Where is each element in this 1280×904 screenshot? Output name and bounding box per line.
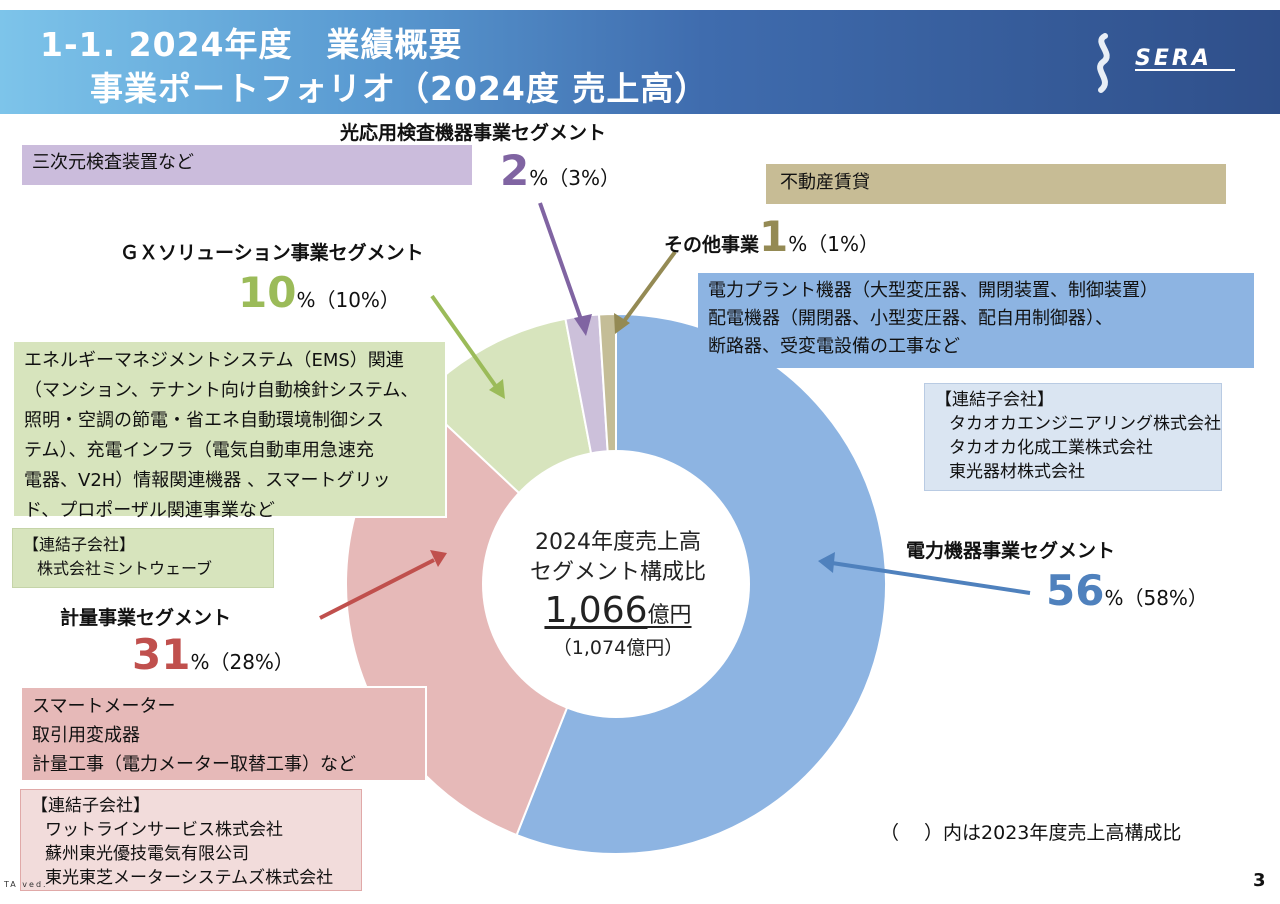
optical-prev-pct: （3%） <box>548 166 620 190</box>
other-segment-label: その他事業 <box>664 234 760 256</box>
optical-pct-sign: % <box>529 166 549 190</box>
page-number: 3 <box>1253 870 1266 891</box>
metering-subsidiary: 東光東芝メーターシステムズ株式会社 <box>45 868 334 888</box>
power-pct-value: 56 <box>1046 566 1105 615</box>
other-prev-pct: （1%） <box>807 232 879 256</box>
power-prev-pct: （58%） <box>1123 586 1208 610</box>
gx-desc-line: ド、プロポーザル関連事業など <box>24 500 275 521</box>
gx-desc-line: 電器、V2H）情報関連機器 、スマートグリッ <box>24 470 391 491</box>
metering-subsidiary: ワットラインサービス株式会社 <box>45 820 283 840</box>
gx-pct-sign: % <box>296 288 316 312</box>
gx-prev-pct: （10%） <box>315 288 400 312</box>
metering-segment-label: 計量事業セグメント <box>60 607 232 629</box>
metering-pct-sign: % <box>190 650 210 674</box>
other-pct-sign: % <box>788 232 808 256</box>
optical-segment-label: 光応用検査機器事業セグメント <box>340 122 607 144</box>
page-subtitle: 事業ポートフォリオ（2024度 売上高） <box>90 69 709 108</box>
logo-mark-icon <box>1097 33 1235 93</box>
power-pct-sign: % <box>1104 586 1124 610</box>
power-subsidiary: タカオカ化成工業株式会社 <box>949 438 1153 458</box>
total-amount: 1,066億円 <box>498 590 738 631</box>
metering-pct-value: 31 <box>132 630 191 679</box>
page-title: 1-1. 2024年度 業績概要 <box>40 25 463 64</box>
footnote: （ ）内は2023年度売上高構成比 <box>880 822 1182 844</box>
metering-desc-line: 計量工事（電力メーター取替工事）など <box>32 754 356 775</box>
donut-center-label: 2024年度売上高 セグメント構成比 1,066億円 （1,074億円） <box>498 528 738 660</box>
metering-desc-line: スマートメーター <box>32 696 176 717</box>
other-description-box: 不動産賃貸 <box>766 164 1226 204</box>
sera-logo: SERA <box>1085 28 1255 98</box>
gx-percent: 10%（10%） <box>238 268 400 317</box>
gx-desc-line: （マンション、テナント向け自動検針システム、 <box>24 380 419 401</box>
total-amount-unit: 億円 <box>647 603 692 628</box>
metering-subsidiary: 蘇州東光優技電気有限公司 <box>45 844 249 864</box>
other-arrow <box>620 250 677 326</box>
power-segment-label: 電力機器事業セグメント <box>906 540 1116 562</box>
power-description-box: 電力プラント機器（大型変圧器、開閉装置、制御装置） 配電機器（開閉器、小型変圧器… <box>698 273 1254 368</box>
power-subsidiary: 東光器材株式会社 <box>949 462 1085 482</box>
power-arrowhead <box>818 552 835 573</box>
metering-subsidiaries-title: 【連結子会社】 <box>31 796 150 816</box>
metering-prev-pct: （28%） <box>209 650 294 674</box>
gx-subsidiaries-title: 【連結子会社】 <box>23 535 136 554</box>
center-line2: セグメント構成比 <box>529 560 706 585</box>
total-amount-value: 1,066 <box>544 590 648 631</box>
donut-hole <box>482 450 750 718</box>
power-subsidiaries-title: 【連結子会社】 <box>935 390 1054 410</box>
optical-percent: 2%（3%） <box>500 146 620 195</box>
copyright-text: TA ved. <box>4 880 48 889</box>
optical-pct-value: 2 <box>500 146 530 195</box>
power-subsidiary: タカオカエンジニアリング株式会社 <box>949 414 1221 434</box>
optical-arrowhead <box>574 314 592 336</box>
gx-segment-label: ＧＸソリューション事業セグメント <box>120 242 424 264</box>
center-line1: 2024年度売上高 <box>535 530 701 555</box>
gx-pct-value: 10 <box>238 268 297 317</box>
gx-arrow <box>430 294 499 390</box>
optical-arrow <box>538 202 585 326</box>
gx-description-box: エネルギーマネジメントシステム（EMS）関連 （マンション、テナント向け自動検針… <box>12 340 447 521</box>
power-desc-line: 断路器、受変電設備の工事など <box>708 336 960 357</box>
metering-description-box: スマートメーター 取引用変成器 計量工事（電力メーター取替工事）など <box>20 686 427 782</box>
metering-subsidiaries-box: 【連結子会社】 ワットラインサービス株式会社 蘇州東光優技電気有限公司 東光東芝… <box>20 789 362 891</box>
gx-desc-line: テム）、充電インフラ（電気自動車用急速充 <box>24 440 374 461</box>
power-percent: 56%（58%） <box>1046 566 1208 615</box>
metering-arrowhead <box>430 550 447 567</box>
previous-total: （1,074億円） <box>552 637 684 659</box>
power-arrow <box>831 561 1031 595</box>
gx-desc-line: 照明・空調の節電・省エネ自動環境制御シス <box>24 410 384 431</box>
title-banner <box>0 10 1280 114</box>
gx-arrowhead <box>489 379 505 399</box>
optical-description-box: 三次元検査装置など <box>22 145 472 185</box>
logo-text: SERA <box>1135 46 1212 71</box>
gx-subsidiaries-box: 【連結子会社】 株式会社ミントウェーブ <box>12 528 274 588</box>
power-desc-line: 配電機器（開閉器、小型変圧器、配自用制御器）、 <box>708 308 1113 329</box>
gx-subsidiary: 株式会社ミントウェーブ <box>37 559 213 578</box>
metering-desc-line: 取引用変成器 <box>32 725 140 746</box>
power-desc-line: 電力プラント機器（大型変圧器、開閉装置、制御装置） <box>708 280 1158 301</box>
metering-percent: 31%（28%） <box>132 630 294 679</box>
power-subsidiaries-box: 【連結子会社】 タカオカエンジニアリング株式会社 タカオカ化成工業株式会社 東光… <box>924 383 1222 491</box>
other-percent: その他事業1%（1%） <box>664 212 879 261</box>
other-arrowhead <box>614 313 630 334</box>
gx-desc-line: エネルギーマネジメントシステム（EMS）関連 <box>24 350 404 371</box>
metering-arrow <box>319 558 435 620</box>
other-pct-value: 1 <box>759 212 789 261</box>
